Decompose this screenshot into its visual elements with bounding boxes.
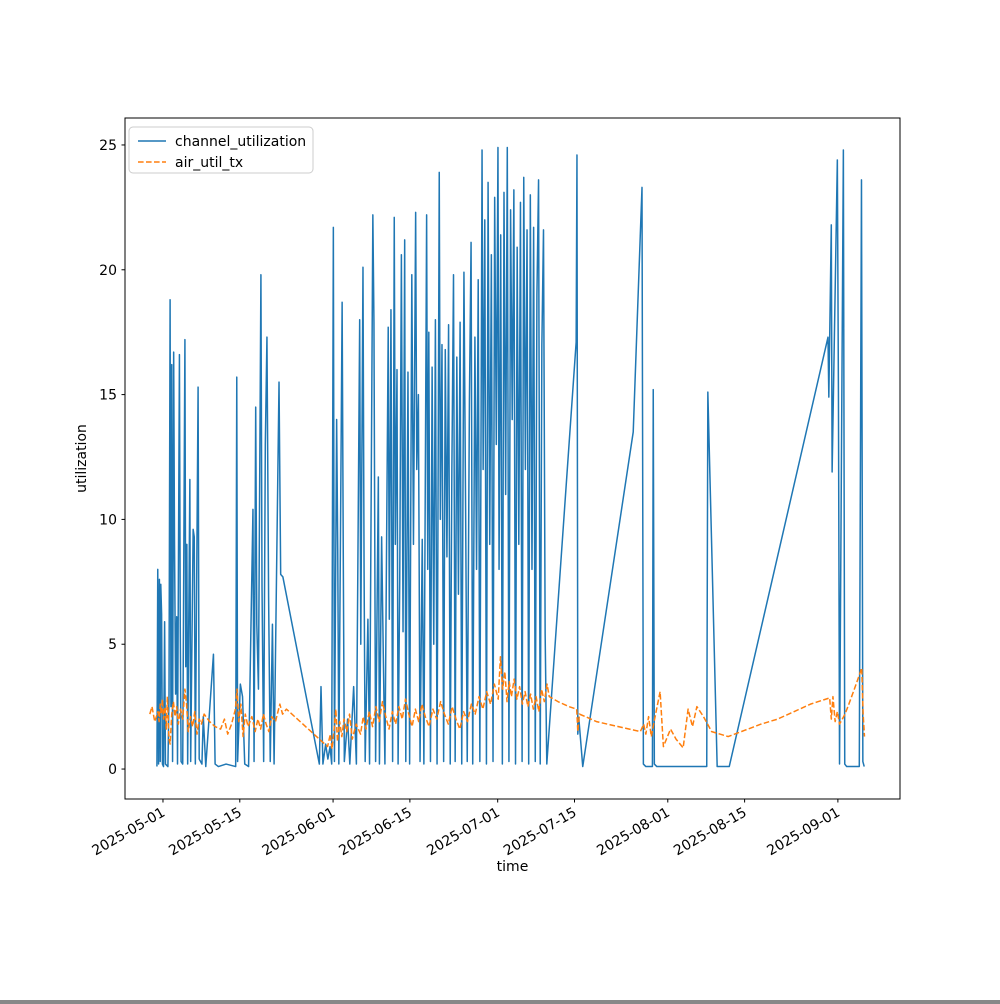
y-tick-label: 10 — [99, 512, 117, 528]
x-axis-label: time — [497, 859, 529, 875]
y-tick-label: 0 — [108, 762, 117, 778]
legend-label-air_util_tx: air_util_tx — [175, 155, 243, 171]
series-air_util_tx-line — [149, 655, 866, 750]
axes-frame — [124, 117, 901, 800]
legend-label-channel_utilization: channel_utilization — [175, 134, 306, 150]
y-tick-label: 15 — [99, 388, 117, 404]
y-tick-label: 5 — [108, 637, 117, 653]
y-tick-label: 25 — [99, 138, 117, 154]
series-channel_utilization-line — [156, 146, 865, 768]
y-axis-label: utilization — [74, 424, 90, 493]
legend-box — [128, 126, 314, 174]
y-tick-label: 20 — [99, 263, 117, 279]
